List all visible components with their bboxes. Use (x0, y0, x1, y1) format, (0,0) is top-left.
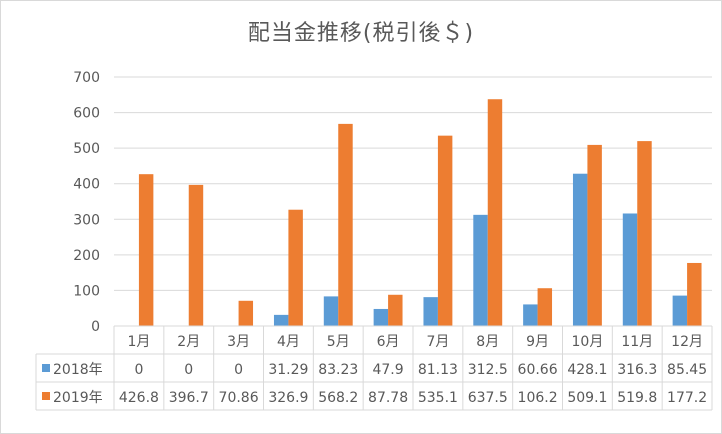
category-label: 6月 (377, 334, 400, 350)
legend-label-1: 2018年 (53, 362, 103, 378)
bar-2 (637, 141, 652, 326)
legend-key-1 (42, 364, 50, 372)
bar-2 (537, 288, 553, 326)
category-label: 2月 (177, 334, 200, 350)
y-tick-label: 500 (73, 141, 100, 157)
data-label: 0 (234, 362, 243, 378)
category-label: 10月 (572, 334, 604, 350)
bar-2 (487, 99, 503, 326)
data-label: 177.2 (667, 390, 707, 406)
bar-1 (473, 214, 488, 326)
bar-1 (523, 304, 538, 326)
data-label: 83.23 (318, 362, 358, 378)
category-label: 5月 (327, 334, 350, 350)
y-tick-label: 200 (73, 248, 100, 264)
data-label: 535.1 (418, 390, 458, 406)
bar-1 (423, 297, 438, 326)
category-label: 8月 (476, 334, 499, 350)
data-label: 312.5 (468, 362, 508, 378)
bar-2 (138, 174, 154, 326)
data-label: 509.1 (567, 390, 607, 406)
data-label: 637.5 (468, 390, 508, 406)
category-label: 7月 (426, 334, 449, 350)
category-label: 12月 (671, 334, 703, 350)
data-label: 31.29 (268, 362, 308, 378)
bar-2 (288, 209, 303, 326)
bar-1 (622, 213, 638, 326)
y-tick-label: 100 (73, 283, 100, 299)
data-label: 87.78 (368, 390, 408, 406)
data-label: 60.66 (518, 362, 558, 378)
bar-1 (273, 314, 289, 326)
bar-2 (437, 135, 453, 326)
bar-1 (373, 308, 389, 326)
category-label: 9月 (526, 334, 549, 350)
data-label: 47.9 (372, 362, 403, 378)
data-label: 428.1 (567, 362, 607, 378)
category-label: 3月 (227, 334, 250, 350)
data-label: 316.3 (617, 362, 657, 378)
bar-2 (188, 184, 204, 326)
legend-label-2: 2019年 (53, 390, 103, 406)
bar-1 (572, 173, 588, 326)
data-label: 0 (134, 362, 143, 378)
bar-1 (672, 295, 688, 326)
category-label: 4月 (277, 334, 300, 350)
bar-2 (587, 144, 602, 326)
data-label: 519.8 (617, 390, 657, 406)
bar-2 (338, 123, 353, 326)
y-tick-label: 600 (73, 106, 100, 122)
data-label: 106.2 (518, 390, 558, 406)
y-tick-label: 300 (73, 212, 100, 228)
bar-2 (687, 262, 702, 326)
y-tick-label: 400 (73, 177, 100, 193)
data-label: 81.13 (418, 362, 458, 378)
data-label: 70.86 (219, 390, 259, 406)
data-label: 326.9 (268, 390, 308, 406)
bar-2 (238, 300, 254, 326)
y-tick-label: 700 (73, 70, 100, 86)
category-label: 11月 (621, 334, 653, 350)
data-label: 568.2 (318, 390, 358, 406)
chart-title: 配当金推移(税引後＄) (247, 21, 475, 46)
data-label: 0 (184, 362, 193, 378)
data-label: 85.45 (667, 362, 707, 378)
category-label: 1月 (127, 334, 150, 350)
y-tick-label: 0 (91, 319, 100, 335)
legend-key-2 (42, 392, 50, 400)
data-label: 396.7 (169, 390, 209, 406)
bar-1 (323, 296, 339, 326)
bar-2 (388, 294, 403, 326)
data-label: 426.8 (119, 390, 159, 406)
